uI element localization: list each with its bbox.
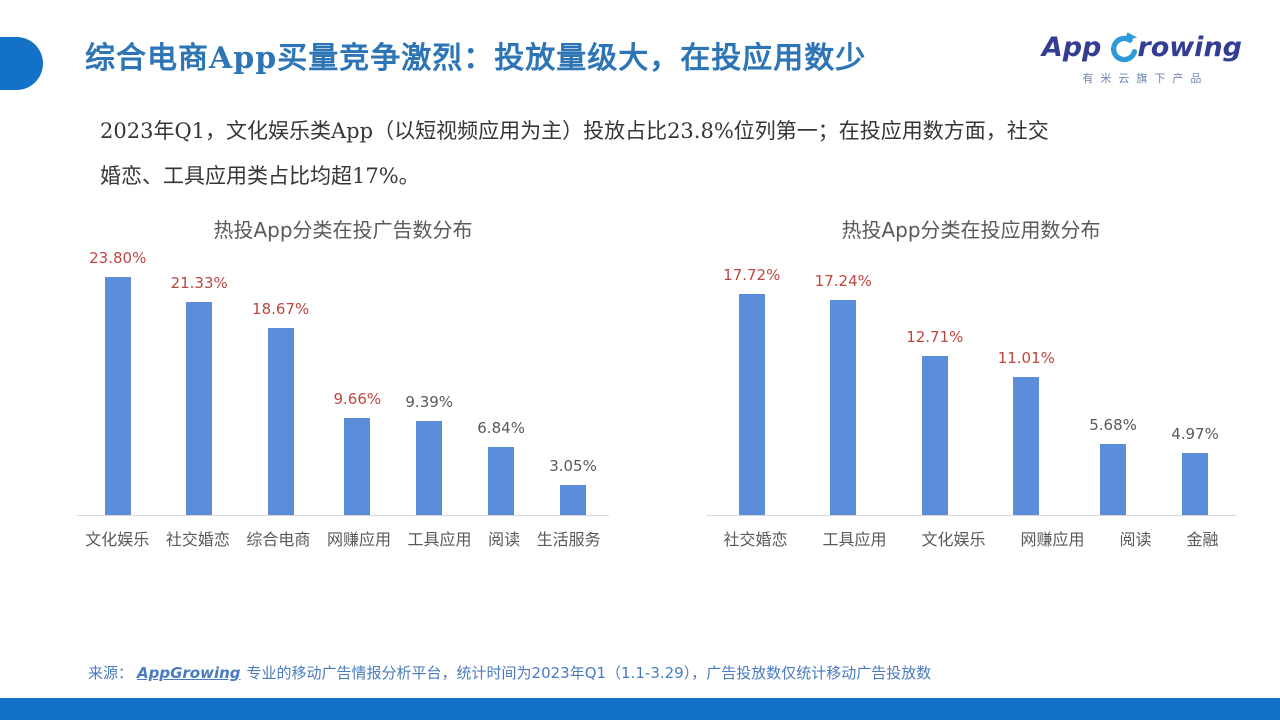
bar — [416, 421, 443, 515]
bar-column: 17.24% — [814, 271, 872, 515]
bar — [921, 356, 948, 515]
bar-value-label: 9.39% — [405, 393, 454, 412]
chart-plot-area-ad-count: 23.80% 21.33% 18.67% 9.66% 9.39% 6.84% 3.05% — [77, 251, 609, 516]
category-label: 阅读 — [1119, 530, 1152, 549]
bar — [104, 277, 131, 515]
logo-brand-rowing-text: rowing — [1137, 31, 1242, 63]
bar — [830, 299, 857, 515]
chart-app-count-distribution: 热投App分类在投应用数分布 17.72% 17.24% 12.71% 11.01% 5… — [706, 214, 1236, 550]
summary-text: 2023年Q1，文化娱乐类App（以短视频应用为主）投放占比23.8%位列第一；… — [100, 119, 1049, 188]
source-footnote: 来源： AppGrowing 专业的移动广告情报分析平台，统计时间为2023年Q1（… — [88, 662, 931, 683]
category-label: 网赚应用 — [326, 530, 391, 549]
bar-column: 18.67% — [252, 302, 309, 515]
bar-column: 21.33% — [170, 273, 228, 515]
bar — [267, 328, 294, 515]
category-label: 文化娱乐 — [921, 530, 986, 549]
bar-column: 6.84% — [477, 418, 525, 515]
bar — [560, 484, 587, 515]
chart-category-axis-app-count: 社交婚恋 工具应用 文化娱乐 网赚应用 阅读 金融 — [706, 526, 1236, 550]
bar — [1013, 377, 1040, 515]
chart-title-ad-count: 热投App分类在投广告数分布 — [213, 218, 473, 242]
category-label: 文化娱乐 — [85, 530, 150, 549]
category-label: 工具应用 — [407, 530, 472, 549]
bottom-accent-bar — [0, 698, 1280, 720]
bar-value-label: 18.67% — [252, 300, 310, 319]
category-label: 工具应用 — [822, 530, 887, 549]
category-label: 网赚应用 — [1020, 530, 1085, 549]
logo-brand: App rowing — [1042, 28, 1242, 64]
source-prefix: 来源： — [88, 664, 134, 682]
chart-plot-area-app-count: 17.72% 17.24% 12.71% 11.01% 5.68% 4.97% — [706, 266, 1236, 516]
bar-value-label: 17.72% — [723, 265, 781, 284]
bar-column: 23.80% — [89, 251, 146, 515]
bar-column: 5.68% — [1089, 418, 1137, 515]
category-label: 社交婚恋 — [165, 530, 230, 549]
bar-column: 9.39% — [405, 395, 453, 515]
bar — [1100, 444, 1127, 515]
category-label: 综合电商 — [246, 530, 311, 549]
appgrowing-logo: App rowing 有米云旗下产品 — [1042, 28, 1242, 86]
chart-ad-count-distribution: 热投App分类在投广告数分布 23.80% 21.33% 18.67% 9.66% 9.… — [77, 214, 609, 550]
bar-column: 9.66% — [333, 392, 381, 515]
bar — [186, 301, 213, 515]
bar-value-label: 3.05% — [549, 456, 597, 475]
category-label: 阅读 — [488, 530, 521, 549]
bar-value-label: 12.71% — [906, 328, 964, 347]
bar — [488, 446, 515, 515]
bar-value-label: 17.24% — [814, 271, 872, 290]
logo-g-arrow-icon — [1111, 32, 1138, 63]
bar-column: 3.05% — [549, 456, 597, 515]
bar-value-label: 9.66% — [333, 390, 382, 409]
bar-column: 4.97% — [1171, 424, 1219, 515]
bar-value-label: 4.97% — [1171, 424, 1219, 443]
category-label: 金融 — [1186, 530, 1219, 549]
category-label: 社交婚恋 — [723, 530, 788, 549]
bar-column: 17.72% — [723, 265, 781, 515]
chart-category-axis-ad-count: 文化娱乐 社交婚恋 综合电商 网赚应用 工具应用 阅读 生活服务 — [77, 526, 609, 550]
bar-value-label: 21.33% — [170, 273, 228, 292]
title-accent-shape — [0, 37, 43, 90]
bar-value-label: 11.01% — [997, 349, 1055, 368]
bar-column: 12.71% — [906, 330, 963, 515]
category-label: 生活服务 — [536, 530, 601, 549]
bar-value-label: 23.80% — [89, 249, 147, 267]
appgrowing-link[interactable]: AppGrowing — [137, 664, 241, 682]
source-text: 专业的移动广告情报分析平台，统计时间为2023年Q1（1.1-3.29），广告投… — [246, 664, 932, 682]
chart-title-app-count: 热投App分类在投应用数分布 — [841, 218, 1101, 242]
bar-column: 11.01% — [998, 351, 1055, 515]
bar-value-label: 5.68% — [1089, 416, 1137, 434]
logo-brand-app-text: App — [1041, 31, 1102, 63]
page-title: 综合电商App买量竞争激烈：投放量级大，在投应用数少 — [85, 41, 867, 76]
bar — [738, 293, 765, 515]
bar — [344, 418, 371, 515]
bar-value-label: 6.84% — [477, 418, 525, 437]
logo-tagline: 有米云旗下产品 — [1082, 72, 1209, 85]
bar — [1182, 452, 1209, 515]
